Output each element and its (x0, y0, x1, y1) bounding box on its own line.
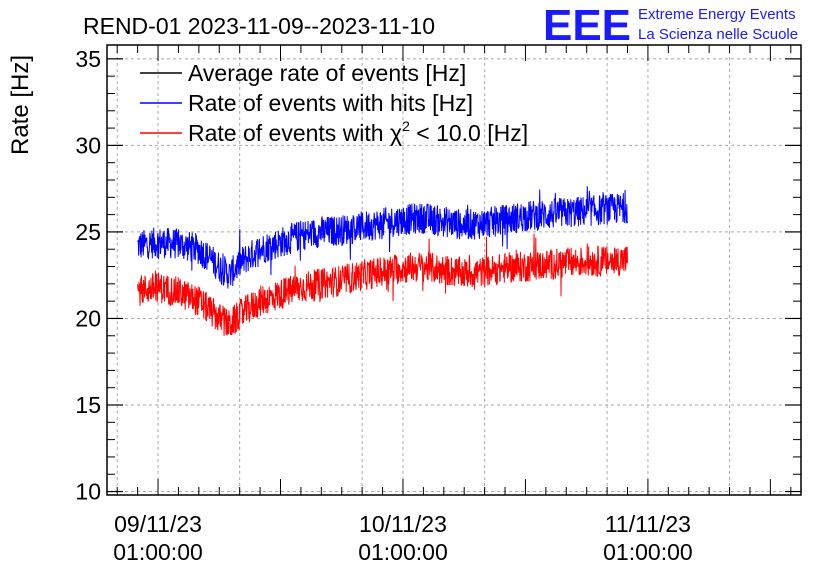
series-chi2-line (137, 233, 628, 336)
y-tick-labels: 10 15 20 25 30 35 (75, 46, 101, 505)
plot-frame (106, 44, 802, 496)
x-tick-label-time: 01:00:00 (113, 539, 203, 565)
x-tick-label-date: 09/11/23 (114, 511, 202, 537)
legend-label-average: Average rate of events [Hz] (188, 60, 466, 86)
y-tick-label: 15 (75, 392, 101, 418)
legend-label-hits: Rate of events with hits [Hz] (188, 90, 473, 116)
x-tick-label-time: 01:00:00 (603, 539, 693, 565)
y-tick-label: 10 (75, 479, 101, 505)
legend-label-chi2: Rate of events with χ2 < 10.0 [Hz] (188, 118, 528, 146)
x-tick-label-date: 10/11/23 (359, 511, 447, 537)
chi-symbol: χ (390, 120, 402, 146)
x-tick-labels: 09/11/2301:00:0010/11/2301:00:0011/11/23… (113, 511, 692, 565)
eee-logo: EEE (543, 1, 631, 50)
axis-ticks (107, 45, 801, 495)
chart-title: REND-01 2023-11-09--2023-11-10 (83, 13, 435, 39)
logo-line-2: La Scienza nelle Scuole (638, 26, 798, 43)
x-tick-label-date: 11/11/23 (605, 511, 691, 537)
series-layer (137, 186, 628, 336)
y-tick-label: 25 (75, 219, 101, 245)
legend: Average rate of events [Hz] Rate of even… (140, 60, 528, 146)
y-tick-label: 35 (75, 46, 101, 72)
logo-line-1: Extreme Energy Events (638, 6, 796, 23)
y-tick-label: 20 (75, 305, 101, 331)
chi-superscript: 2 (402, 118, 410, 134)
y-tick-label: 30 (75, 132, 101, 158)
series-hits-line (137, 186, 628, 289)
x-tick-label-time: 01:00:00 (358, 539, 448, 565)
y-axis-label: Rate [Hz] (7, 55, 34, 155)
